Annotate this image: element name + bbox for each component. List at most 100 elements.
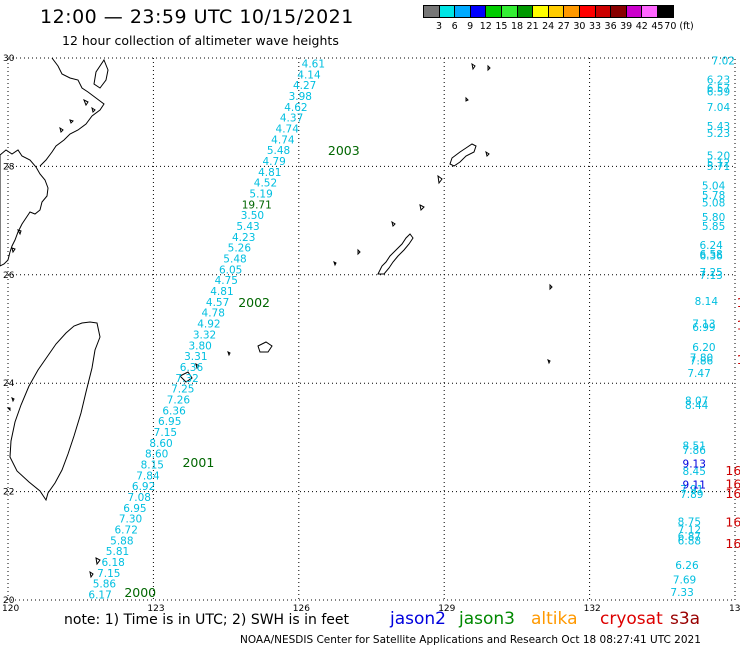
lat-lon-grid [7,57,736,601]
taiwan-coastline [9,321,101,502]
wave-height-value: 6.95 [123,503,146,515]
map-title: 12:00 — 23:59 UTC 10/15/2021 [40,6,354,28]
wave-height-value-red: 1630 [725,536,740,551]
wave-height-value: 6.36 [180,362,204,374]
wave-height-value: 5.43 [236,221,259,233]
legend-jason2: jason2 [390,609,446,629]
wave-height-value: 6.26 [675,560,699,572]
penghu-islands [6,397,15,412]
latitude-label: 24 [3,379,15,389]
wave-height-value: 6.99 [692,322,715,334]
color-scale-label: 18 [510,21,524,32]
wave-height-value: 4.52 [254,178,277,190]
wave-height-value: 5.78 [702,190,725,202]
wave-height-value: 7.15 [97,568,120,580]
longitude-label: 123 [147,604,164,614]
wave-height-value: 5.48 [267,145,290,157]
coastlines [0,57,553,579]
wave-height-value: 4.79 [262,156,285,168]
color-scale-label: 3 [435,21,443,32]
wave-height-value: 5.26 [228,243,252,255]
color-scale-label: 42 [635,21,648,32]
wave-height-value: 6.59 [707,87,730,99]
wave-height-value: 8.75 [678,516,701,528]
legend-jason3: jason3 [459,609,515,629]
wave-height-value: 4.74 [271,134,295,146]
longitude-label: 135 [729,604,740,614]
wave-height-value: 7.84 [136,470,160,482]
wave-height-value: 4.14 [297,69,321,81]
color-scale-label: 15 [495,21,508,32]
wave-height-value: 8.15 [141,460,164,472]
color-swatch [656,5,674,18]
wave-height-value: 7.69 [673,574,696,586]
wave-height-value: 7.33 [670,587,693,599]
map-frame [7,57,736,601]
wave-height-value: 4.61 [302,58,325,70]
wave-height-value: 3.98 [289,91,312,103]
longitude-label: 132 [584,604,601,614]
ryukyu-southern-islands [179,341,273,383]
color-scale-label: 30 [573,21,586,32]
wave-height-value: 7.02 [712,56,735,68]
wave-height-value: 5.86 [93,579,117,591]
color-scale-label: 39 [620,21,633,32]
color-scale-label: 12 [479,21,492,32]
wave-height-value: 6.57 [707,83,730,95]
wave-height-value: 6.05 [219,264,242,276]
wave-height-value: 7.13 [692,319,715,331]
wave-height-value: 7.25 [699,267,722,279]
wave-height-value: 6.95 [158,416,181,428]
wave-height-value: 5.43 [707,121,730,133]
wave-height-value: 3.50 [241,210,264,222]
wave-height-value: 7.86 [690,355,714,367]
latitude-label: 20 [3,596,15,606]
wave-height-value: 7.12 [678,525,701,537]
time-labels: 2003 2002 2001 2000 [124,143,359,600]
wave-height-value: 8.14 [695,296,719,308]
wave-height-value: 7.86 [683,445,707,457]
wave-height-value: 4.75 [215,275,238,287]
map-subtitle: 12 hour collection of altimeter wave hei… [62,33,339,48]
time-label: 2000 [124,585,156,600]
wave-height-value: 7.32 [175,373,198,385]
wave-height-value: 4.37 [280,113,303,125]
color-scale-label: 9 [467,21,474,32]
wave-height-value: 6.87 [678,531,701,543]
wave-height-value: 7.30 [119,514,142,526]
right-track-values: 7.02 6.236.576.59 7.04 5.435.23 5.205.125.71… [670,56,740,599]
wave-height-value: 5.48 [223,254,246,266]
wave-height-value: 6.92 [132,481,155,493]
time-label: 2003 [328,143,360,158]
latitude-label: 22 [3,488,14,498]
wave-height-value-red: 1630 [725,514,740,529]
legend-cryosat: cryosat [600,609,663,629]
amami-islands [391,143,477,227]
color-scale [423,5,674,18]
okinawa-island [377,233,414,275]
wave-height-value: 7.08 [128,492,151,504]
wave-height-value: 3.31 [184,351,207,363]
wave-height-value: 7.13 [699,270,722,282]
wave-height-value: 6.23 [707,75,730,87]
wave-height-value-red: 1630 [725,486,740,501]
tokara-islands [333,62,491,267]
wave-height-value: 7.04 [707,102,731,114]
latitude-label: 26 [3,271,15,281]
wave-height-value: 9.11 [683,480,706,492]
wave-height-value: 6.36 [162,405,186,417]
color-scale-label: 21 [526,21,539,32]
color-scale-label: 36 [604,21,617,32]
wave-height-value: 4.92 [197,319,220,331]
wave-height-value: 4.57 [206,297,229,309]
wave-height-value-red: 16 [737,295,740,310]
wave-height-value: 6.36 [699,250,723,262]
wave-height-value: 4.81 [258,167,281,179]
wave-height-value: 8.60 [149,438,172,450]
wave-height-value: 9.13 [683,458,706,470]
wave-height-value: 6.24 [699,240,723,252]
legend-altika: altika [531,609,578,629]
color-scale-label: 33 [588,21,602,32]
time-label: 2002 [238,295,270,310]
